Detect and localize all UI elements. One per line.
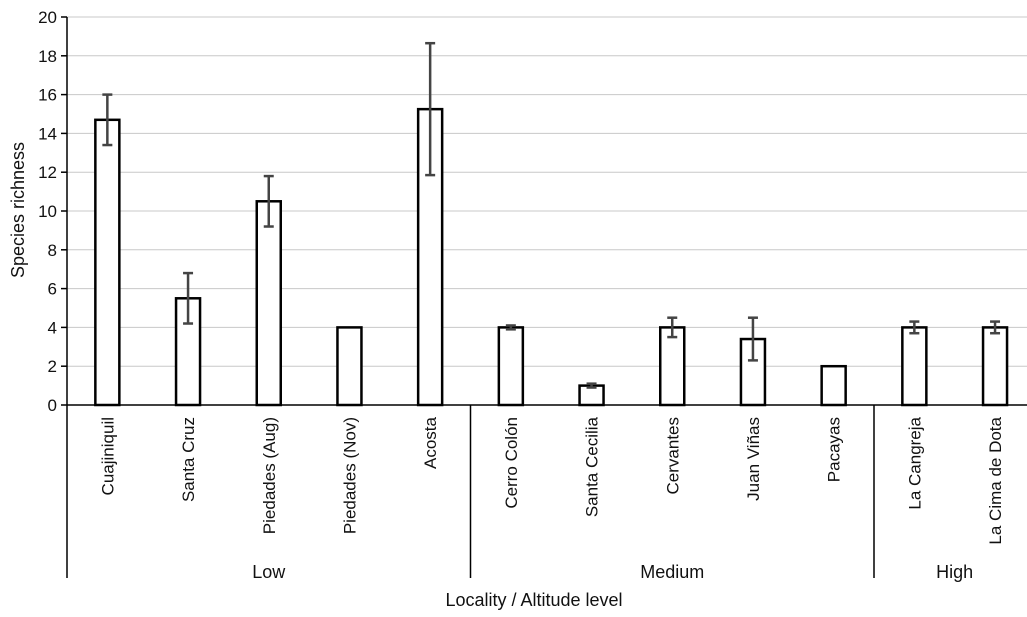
y-tick-label: 0 [48,396,57,415]
category-label: Santa Cruz [179,417,198,502]
axes [61,16,1027,578]
category-label: La Cangreja [905,416,924,509]
bars [94,107,1009,407]
category-label: La Cima de Dota [986,416,1005,544]
y-tick-label: 6 [48,280,57,299]
bar [820,364,847,407]
y-tick-label: 16 [38,86,57,105]
bar [901,326,928,407]
category-label: Pacayas [825,417,844,482]
x-axis-title: Locality / Altitude level [445,590,622,610]
bar [94,118,121,407]
y-tick-label: 12 [38,163,57,182]
bar [981,326,1009,407]
labels: Species richness Locality / Altitude lev… [8,8,1005,610]
y-tick-label: 4 [48,318,57,337]
bar [336,326,363,407]
group-label: High [936,562,973,582]
category-label: Cervantes [663,417,682,494]
y-axis-title: Species richness [8,142,28,278]
category-label: Cerro Colón [502,417,521,509]
bar [255,200,282,407]
bar [497,326,525,407]
category-label: Cuajiniquil [98,417,117,495]
y-tick-label: 20 [38,8,57,27]
category-label: Juan Viñas [744,417,763,501]
group-label: Medium [640,562,704,582]
category-label: Santa Cecilia [583,416,602,517]
category-label: Piedades (Aug) [260,417,279,534]
y-tick-label: 2 [48,357,57,376]
category-label: Piedades (Nov) [340,417,359,534]
bar [659,326,686,407]
gridlines [67,16,1027,367]
group-label: Low [252,562,286,582]
y-tick-label: 18 [38,47,57,66]
y-tick-label: 14 [38,124,57,143]
y-tick-label: 8 [48,241,57,260]
y-tick-label: 10 [38,202,57,221]
error-bars [102,41,1001,389]
category-label: Acosta [421,416,440,469]
